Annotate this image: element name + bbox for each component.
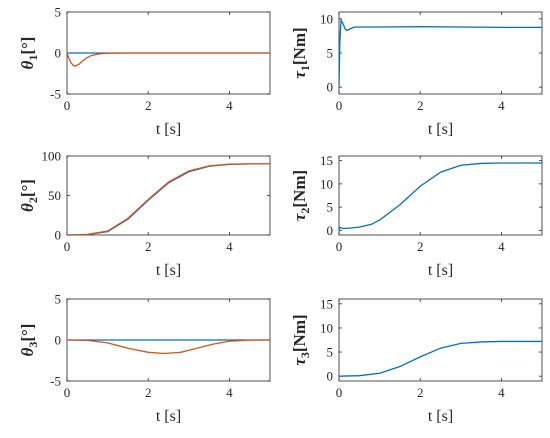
x-tick-label: 4 (498, 98, 505, 113)
x-axis-label: t [s] (156, 121, 181, 138)
x-axis-label: t [s] (428, 408, 453, 425)
y-tick-label: 10 (320, 320, 333, 335)
y-tick-label: 0 (55, 228, 62, 243)
x-tick-label: 0 (336, 239, 343, 254)
y-label-symbol: τ (290, 71, 309, 79)
y-label-subscript: 1 (298, 65, 312, 71)
y-axis-label: θ3[°] (18, 324, 40, 357)
x-tick-label: 2 (417, 239, 424, 254)
plot-frame (338, 155, 543, 236)
x-tick-label: 4 (226, 385, 233, 400)
x-tick-label: 0 (336, 385, 343, 400)
x-tick-label: 2 (145, 98, 152, 113)
x-tick-label: 4 (498, 239, 505, 254)
y-label-subscript: 2 (26, 197, 40, 203)
y-label-symbol: θ (18, 347, 37, 356)
x-tick-label: 0 (64, 239, 71, 254)
y-label-subscript: 3 (298, 352, 312, 358)
x-axis-label: t [s] (428, 121, 453, 138)
series-line-2 (67, 339, 270, 355)
x-axis-label: t [s] (156, 408, 181, 425)
y-axis-label: θ1[°] (18, 37, 40, 70)
y-tick-label: 5 (327, 46, 334, 61)
subplot-2: 0 2 4 0 5 10 t [s] τ1[Nm] (290, 11, 543, 138)
plot-frame (338, 298, 543, 382)
x-tick-label: 2 (417, 98, 424, 113)
y-tick-label: 10 (320, 11, 333, 26)
y-axis-label: τ1[Nm] (290, 27, 312, 78)
y-tick-label: 100 (42, 149, 62, 164)
y-tick-label: 15 (320, 296, 333, 311)
subplot-6: 0 2 4 0 5 10 15 t [s] τ3[Nm] (290, 296, 543, 425)
y-axis-label: τ2[Nm] (290, 170, 312, 221)
plot-frame (66, 155, 271, 236)
y-tick-label: 10 (320, 176, 333, 191)
series-line-2 (67, 52, 270, 67)
x-tick-label: 2 (145, 239, 152, 254)
y-tick-label: 0 (327, 223, 334, 238)
y-label-unit: [Nm] (290, 27, 309, 65)
y-label-subscript: 3 (26, 342, 40, 348)
x-tick-label: 2 (417, 385, 424, 400)
x-tick-label: 2 (145, 385, 152, 400)
y-tick-label: 5 (327, 200, 334, 215)
y-tick-label: 5 (55, 5, 62, 20)
x-tick-label: 4 (498, 385, 505, 400)
x-tick-label: 4 (226, 98, 233, 113)
y-label-unit: [°] (18, 179, 37, 197)
y-label-symbol: θ (18, 203, 37, 212)
x-tick-label: 0 (64, 385, 71, 400)
x-axis-label: t [s] (428, 262, 453, 279)
y-tick-label: -5 (50, 374, 61, 389)
y-tick-label: 5 (327, 345, 334, 360)
y-label-symbol: θ (18, 60, 37, 69)
y-label-symbol: τ (290, 358, 309, 366)
y-label-subscript: 1 (26, 55, 40, 61)
series-line-2 (67, 163, 270, 235)
y-axis-label: θ2[°] (18, 179, 40, 212)
y-tick-label: 15 (320, 153, 333, 168)
series-line-1 (339, 340, 542, 377)
y-tick-label: 5 (55, 292, 62, 307)
y-tick-label: 0 (55, 333, 62, 348)
x-tick-label: 0 (64, 98, 71, 113)
y-tick-label: 0 (55, 46, 62, 61)
y-label-subscript: 2 (298, 208, 312, 214)
y-label-symbol: τ (290, 213, 309, 221)
y-tick-label: 50 (48, 188, 61, 203)
x-tick-label: 0 (336, 98, 343, 113)
y-tick-label: 0 (327, 80, 334, 95)
series-line-1 (339, 162, 542, 231)
y-axis-label: τ3[Nm] (290, 314, 312, 365)
y-label-unit: [°] (18, 37, 37, 55)
x-axis-label: t [s] (156, 262, 181, 279)
series-line-1 (339, 18, 542, 88)
plot-frame (338, 11, 543, 95)
y-label-unit: [Nm] (290, 314, 309, 352)
y-tick-label: 0 (327, 369, 334, 384)
x-tick-label: 4 (226, 239, 233, 254)
y-label-unit: [Nm] (290, 170, 309, 208)
y-tick-label: -5 (50, 87, 61, 102)
y-label-unit: [°] (18, 324, 37, 342)
